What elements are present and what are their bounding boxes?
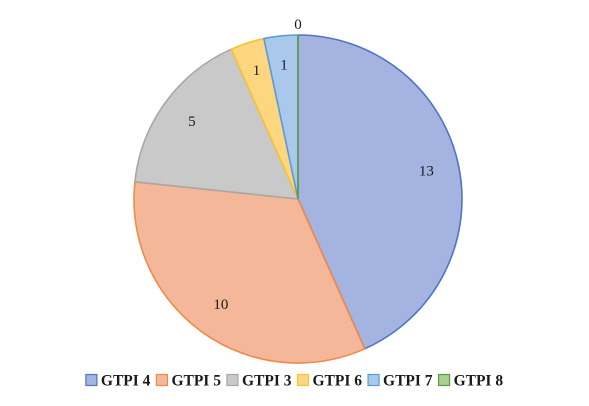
legend-item-gtpi-3: GTPI 3	[226, 373, 292, 390]
legend-item-gtpi-4: GTPI 4	[85, 373, 151, 390]
data-label-gtpi-8: 0	[294, 17, 302, 33]
legend-label-gtpi-7: GTPI 7	[383, 373, 433, 390]
pie-slice-gtpi-5	[133, 181, 366, 364]
legend-swatch-gtpi-6	[296, 373, 310, 387]
chart-legend: GTPI 4 GTPI 5 GTPI 3 GTPI 6 GTPI 7 GTPI 8	[85, 373, 504, 390]
legend-item-gtpi-7: GTPI 7	[367, 373, 433, 390]
legend-swatch-gtpi-8	[437, 373, 451, 387]
legend-item-gtpi-6: GTPI 6	[296, 373, 363, 390]
legend-swatch-gtpi-7	[367, 373, 380, 387]
legend-label-gtpi-5: GTPI 5	[171, 373, 221, 390]
legend-swatch-gtpi-3	[226, 373, 239, 387]
pie-slices	[133, 34, 463, 364]
data-label-gtpi-6: 1	[253, 63, 261, 79]
legend-label-gtpi-3: GTPI 3	[242, 373, 292, 390]
legend-label-gtpi-4: GTPI 4	[101, 373, 151, 390]
pie-slice-gtpi-4	[297, 34, 463, 350]
legend-item-gtpi-5: GTPI 5	[155, 373, 221, 390]
legend-swatch-gtpi-4	[85, 373, 98, 387]
legend-label-gtpi-6: GTPI 6	[313, 373, 363, 390]
legend-label-gtpi-8: GTPI 8	[454, 373, 504, 390]
legend-swatch-gtpi-5	[155, 373, 169, 387]
data-label-gtpi-7: 1	[280, 57, 288, 73]
data-label-gtpi-4: 13	[419, 164, 434, 180]
data-label-gtpi-5: 10	[213, 297, 228, 313]
legend-item-gtpi-8: GTPI 8	[437, 373, 504, 390]
pie-slice-gtpi-3	[134, 48, 299, 200]
data-label-gtpi-3: 5	[188, 114, 196, 130]
